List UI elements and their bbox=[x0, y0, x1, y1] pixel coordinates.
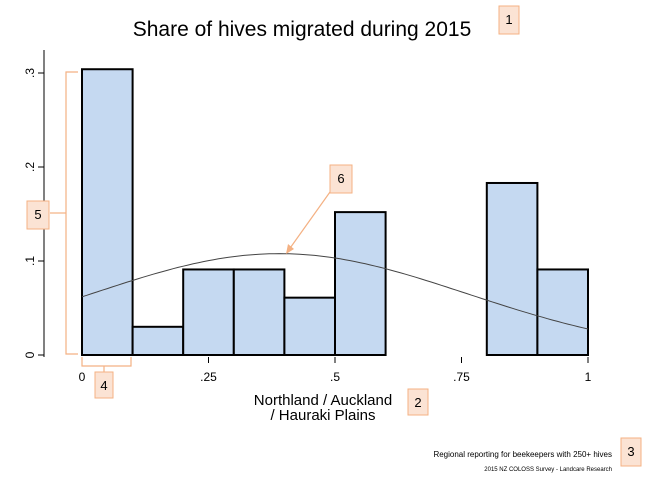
x-axis-label-line-2: / Hauraki Plains bbox=[270, 407, 375, 424]
callout-label-4: 4 bbox=[100, 378, 107, 393]
callout-box-1 bbox=[498, 5, 520, 35]
y-tick-label-3: .3 bbox=[23, 68, 37, 78]
callout-box-4 bbox=[94, 371, 114, 399]
curve-arrow-head bbox=[286, 244, 294, 254]
note-survey-source: 2015 NZ COLOSS Survey - Landcare Researc… bbox=[484, 467, 612, 473]
callout-label-2: 2 bbox=[414, 395, 421, 410]
histogram-bar-1 bbox=[131, 325, 185, 356]
note-regional-reporting: Regional reporting for beekeepers with 2… bbox=[433, 450, 612, 459]
x-tick-label-2: .5 bbox=[330, 370, 340, 384]
histogram-bar-0 bbox=[81, 68, 134, 357]
y-axis-bracket bbox=[65, 71, 78, 355]
x-axis-label-line-1: Northland / Auckland bbox=[254, 392, 392, 409]
histogram-bar-5 bbox=[334, 211, 387, 356]
histogram-bar-4 bbox=[283, 296, 336, 357]
callout-annotations: 1 2 3 4 5 6 bbox=[26, 5, 642, 467]
y-tick-label-1: .1 bbox=[23, 256, 37, 266]
histogram-bar-2 bbox=[182, 268, 235, 356]
x-tick-label-1: .25 bbox=[200, 370, 217, 384]
y-axis-ticks: 0 .1 .2 .3 bbox=[23, 68, 44, 358]
callout-label-5: 5 bbox=[34, 207, 41, 222]
normal-density-curve bbox=[81, 253, 589, 330]
callout-label-1: 1 bbox=[505, 12, 512, 27]
x-axis-ticks: 0 .25 .5 .75 1 bbox=[79, 357, 592, 384]
bin-width-bracket bbox=[81, 357, 132, 367]
x-tick-label-3: .75 bbox=[453, 370, 470, 384]
histogram-bar-3 bbox=[232, 268, 286, 356]
callout-label-3: 3 bbox=[627, 444, 634, 459]
callout-box-3 bbox=[620, 437, 642, 467]
x-tick-label-0: 0 bbox=[79, 370, 86, 384]
y-tick-label-2: .2 bbox=[23, 162, 37, 172]
callout-box-5 bbox=[26, 200, 50, 230]
chart-title: Share of hives migrated during 2015 bbox=[133, 18, 472, 41]
histogram-bar-6 bbox=[485, 181, 539, 356]
callout-box-6 bbox=[329, 164, 353, 194]
curve-arrow-line bbox=[287, 191, 331, 252]
x-tick-label-4: 1 bbox=[585, 370, 592, 384]
callout-label-6: 6 bbox=[337, 171, 344, 186]
y-tick-label-0: 0 bbox=[23, 351, 37, 358]
histogram-bar-7 bbox=[536, 268, 590, 356]
histogram-bars bbox=[81, 68, 590, 357]
callout-box-2 bbox=[407, 388, 429, 416]
